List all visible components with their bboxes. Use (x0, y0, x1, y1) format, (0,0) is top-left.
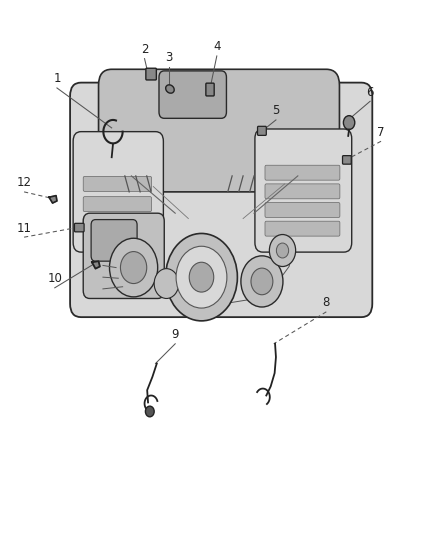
Circle shape (276, 243, 289, 258)
Circle shape (269, 235, 296, 266)
Circle shape (154, 269, 179, 298)
Text: 12: 12 (17, 176, 32, 189)
Text: 4: 4 (213, 41, 221, 53)
Text: 5: 5 (272, 104, 279, 117)
FancyBboxPatch shape (159, 71, 226, 118)
Circle shape (120, 252, 147, 284)
Ellipse shape (166, 85, 174, 93)
FancyBboxPatch shape (206, 83, 214, 96)
FancyBboxPatch shape (255, 129, 352, 252)
Text: 8: 8 (323, 296, 330, 309)
Text: 9: 9 (171, 328, 179, 341)
FancyBboxPatch shape (74, 223, 84, 232)
FancyBboxPatch shape (265, 203, 340, 217)
FancyBboxPatch shape (146, 68, 156, 80)
FancyBboxPatch shape (258, 126, 266, 135)
Text: 7: 7 (377, 126, 385, 139)
FancyBboxPatch shape (91, 220, 137, 261)
FancyBboxPatch shape (99, 69, 339, 192)
Polygon shape (92, 261, 100, 269)
Circle shape (110, 238, 158, 297)
Circle shape (241, 256, 283, 307)
FancyBboxPatch shape (70, 83, 372, 317)
FancyBboxPatch shape (83, 213, 164, 298)
Circle shape (166, 233, 237, 321)
Text: 6: 6 (366, 86, 374, 99)
Text: 1: 1 (53, 72, 61, 85)
FancyBboxPatch shape (265, 221, 340, 236)
Text: 3: 3 (165, 51, 172, 64)
Text: 11: 11 (17, 222, 32, 235)
Circle shape (176, 246, 227, 308)
Text: 10: 10 (47, 272, 62, 285)
FancyBboxPatch shape (73, 132, 163, 252)
Circle shape (145, 406, 154, 417)
FancyBboxPatch shape (83, 176, 152, 191)
Circle shape (189, 262, 214, 292)
FancyBboxPatch shape (265, 184, 340, 199)
Text: 2: 2 (141, 43, 148, 56)
Circle shape (343, 116, 355, 130)
FancyBboxPatch shape (265, 165, 340, 180)
FancyBboxPatch shape (343, 156, 351, 164)
Polygon shape (49, 196, 57, 203)
FancyBboxPatch shape (83, 197, 152, 212)
Circle shape (251, 268, 273, 295)
FancyBboxPatch shape (83, 217, 152, 232)
